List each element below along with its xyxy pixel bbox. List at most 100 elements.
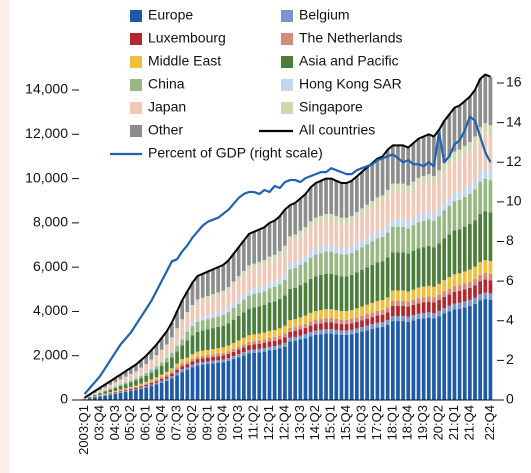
bar-segment [432, 318, 436, 400]
bar-segment [324, 309, 328, 319]
bar-segment [380, 202, 385, 230]
bar-segment [293, 202, 298, 235]
bar-segment [123, 389, 128, 391]
legend-swatch [130, 125, 142, 137]
bar-segment [390, 183, 395, 192]
bar-segment [365, 167, 369, 205]
bar-segment [355, 317, 359, 322]
bar-segment [473, 136, 477, 146]
bar-segment [185, 291, 190, 313]
bar-segment [442, 201, 447, 211]
bar-segment [375, 322, 380, 328]
bar-segment [149, 361, 154, 369]
bar-segment [442, 291, 447, 297]
bar-segment [426, 245, 431, 286]
bar-segment [406, 291, 411, 302]
bar-segment [483, 178, 488, 212]
bar-segment [344, 224, 349, 249]
bar-segment [396, 145, 400, 184]
legend-label: Hong Kong SAR [299, 76, 402, 92]
bar-segment [262, 227, 267, 261]
bar-segment [293, 240, 298, 263]
bar-segment [360, 320, 364, 328]
bar-segment [128, 390, 133, 392]
bar-segment [247, 270, 251, 291]
bar-segment [298, 230, 303, 237]
legend-swatch [130, 56, 142, 68]
bar-segment [344, 183, 349, 218]
bar-segment [144, 364, 149, 366]
bar-segment [313, 183, 318, 218]
bar-segment [262, 305, 267, 333]
bar-segment [411, 251, 416, 290]
bar-segment [241, 355, 246, 400]
bar-segment [247, 265, 251, 271]
bar-segment [190, 364, 195, 368]
y2-tick-label: 10 [506, 193, 522, 209]
bar-segment [375, 158, 380, 198]
bar-segment [231, 356, 236, 360]
bar-segment [390, 191, 395, 220]
bar-segment [247, 341, 251, 346]
bar-segment [370, 312, 375, 318]
bar-segment [257, 292, 262, 307]
bar-segment [473, 220, 477, 267]
bar-segment [288, 205, 292, 237]
bar-segment [375, 262, 380, 302]
bar-segment [308, 187, 313, 222]
bar-segment [293, 327, 298, 332]
bar-segment [175, 363, 179, 368]
bar-segment [293, 331, 298, 337]
bar-segment [252, 307, 256, 335]
y-tick-label: 10,000 [25, 169, 68, 185]
bar-segment [113, 392, 118, 394]
bar-segment [355, 308, 359, 318]
bar-segment [216, 267, 220, 293]
bar-segment [236, 299, 241, 304]
x-tick-label: 07:Q3 [168, 405, 183, 440]
bar-segment [401, 321, 405, 400]
bar-segment [103, 390, 107, 392]
bar-segment [139, 385, 143, 387]
bar-segment [452, 201, 457, 231]
bar-segment [385, 307, 390, 313]
bar-segment [170, 352, 174, 358]
bar-segment [457, 302, 462, 309]
line [83, 115, 492, 395]
bar-segment [236, 280, 241, 300]
bar-segment [442, 280, 447, 292]
bar-segment [118, 391, 123, 393]
bar-segment [447, 114, 452, 158]
bar-segment [190, 304, 195, 309]
bar-segment [462, 289, 467, 302]
bar-segment [118, 392, 123, 400]
bar-segment [144, 372, 149, 376]
bar-segment [175, 345, 179, 352]
bar-segment [457, 190, 462, 200]
legend-label: The Netherlands [299, 30, 403, 46]
bar-segment [128, 373, 133, 375]
bar-segment [283, 251, 287, 275]
bar-segment [457, 273, 462, 286]
bar-segment [123, 371, 128, 377]
bar-segment [483, 168, 488, 179]
bar-segment [123, 376, 128, 378]
bar-segment [324, 251, 328, 274]
bar-segment [216, 326, 220, 349]
bar-segment [339, 254, 344, 277]
bar-segment [283, 245, 287, 252]
bar-segment [231, 307, 236, 320]
bar-segment [185, 315, 190, 329]
bar-segment [164, 344, 169, 347]
bar-segment [313, 217, 318, 225]
bar-segment [241, 294, 246, 300]
bar-segment [252, 231, 256, 264]
bar-segment [226, 291, 231, 308]
bar-segment [478, 261, 483, 275]
bar-segment [216, 353, 220, 357]
bar-segment [206, 357, 210, 362]
bar-segment [385, 232, 390, 258]
bar-segment [401, 315, 405, 322]
bar-segment [180, 300, 185, 320]
x-tick-label: 17:Q2 [369, 405, 384, 440]
